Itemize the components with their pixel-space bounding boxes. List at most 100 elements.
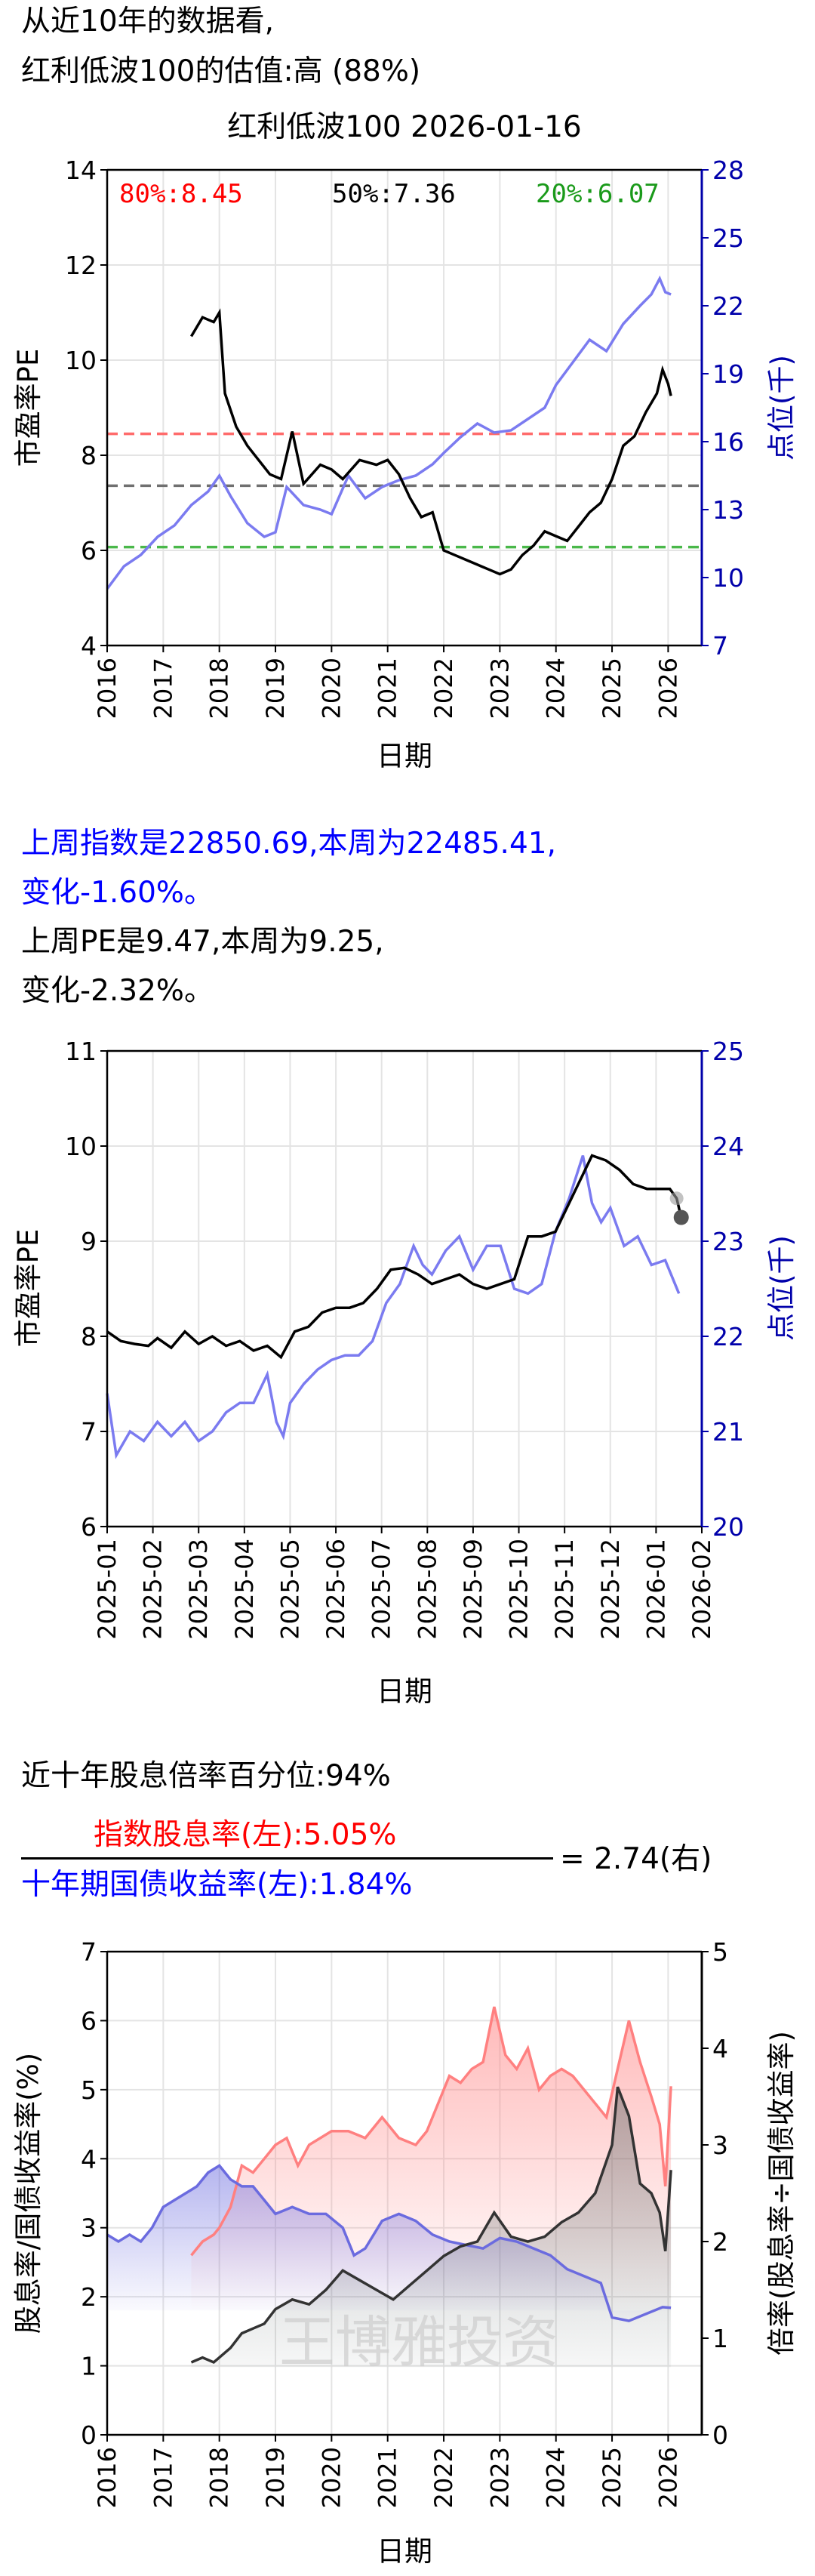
x-tick-label-3: 2025-04 [230, 1539, 259, 1640]
x-tick-label-6: 2025-07 [368, 1539, 396, 1640]
y-axis-label: 股息率/国债收益率(%) [12, 2053, 45, 2334]
y-tick-label-2: 8 [81, 441, 97, 470]
y-right-tick-label-1: 21 [712, 1417, 744, 1447]
y-tick-label-5: 11 [65, 1037, 97, 1066]
y-tick-label-4: 10 [65, 1132, 97, 1161]
y-right-axis-label: 点位(千) [765, 1235, 798, 1341]
y-right-tick-label-2: 2 [712, 2227, 728, 2257]
x-tick-label-2: 2018 [205, 658, 234, 719]
y-right-tick-label-4: 24 [712, 1132, 744, 1161]
x-tick-label-4: 2020 [317, 658, 346, 719]
x-tick-label-4: 2020 [317, 2447, 346, 2508]
x-tick-label-11: 2025-12 [596, 1539, 625, 1640]
percentile-label-2: 20%:6.07 [536, 179, 660, 209]
y-right-axis-label: 倍率(股息率÷国债收益率) [765, 2031, 798, 2356]
x-axis-label: 日期 [377, 2535, 432, 2568]
x-tick-label-9: 2025 [598, 658, 626, 719]
yield-ratio-percentile: 近十年股息倍率百分位:94% [21, 1759, 391, 1793]
y-tick-label-0: 4 [81, 631, 97, 661]
valuation-level: 红利低波100的估值:高 (88%) [21, 54, 421, 88]
x-tick-label-7: 2023 [485, 658, 514, 719]
y-tick-label-6: 6 [81, 2006, 97, 2035]
x-tick-label-8: 2024 [542, 2447, 570, 2508]
this-week-marker [673, 1209, 689, 1225]
x-tick-label-10: 2025-11 [550, 1539, 579, 1640]
y-tick-label-2: 8 [81, 1322, 97, 1351]
x-tick-label-5: 2025-06 [321, 1539, 350, 1640]
y-right-tick-label-3: 3 [712, 2131, 728, 2160]
percentile-label-1: 50%:7.36 [332, 179, 456, 209]
y-right-axis-label: 点位(千) [765, 355, 798, 461]
weekly-index-change-line1: 上周指数是22850.69,本周为22485.41, [21, 827, 556, 861]
y-axis-label: 市盈率PE [12, 1229, 45, 1348]
y-tick-label-0: 6 [81, 1512, 97, 1542]
x-tick-label-4: 2025-05 [275, 1539, 304, 1640]
y-tick-label-3: 10 [65, 346, 97, 375]
bond-yield-label: 十年期国债收益率(左):1.84% [21, 1868, 413, 1902]
y-tick-label-1: 7 [81, 1417, 97, 1447]
y-axis-label: 市盈率PE [12, 349, 45, 467]
x-tick-label-10: 2026 [654, 658, 682, 719]
watermark: 王博雅投资 [279, 2310, 558, 2375]
y-tick-label-1: 1 [81, 2352, 97, 2381]
x-tick-label-8: 2024 [542, 658, 570, 719]
yield-ratio-area [191, 2087, 672, 2368]
pe-index-chart-10y: 红利低波100 2026-01-16 80%:8.45 50%:7.36 20%:6.… [12, 110, 798, 772]
x-axis-label: 日期 [377, 740, 432, 772]
pe-index-chart-recent: 2025-01 2025-02 2025-03 2025-04 2025-05 2025-… [12, 1037, 798, 1708]
y-right-tick-label-7: 28 [712, 156, 744, 185]
y-tick-label-5: 5 [81, 2075, 97, 2105]
y-tick-label-3: 3 [81, 2214, 97, 2243]
x-tick-label-5: 2021 [374, 658, 402, 719]
yield-ratio-result: = 2.74(右) [560, 1842, 712, 1876]
index-line [106, 1155, 681, 1459]
pe-line [106, 1154, 683, 1360]
yield-ratio-line [190, 2086, 672, 2365]
weekly-pe-change-line1: 上周PE是9.47,本周为9.25, [21, 925, 384, 959]
x-tick-label-1: 2017 [149, 658, 177, 719]
y-right-tick-label-2: 13 [712, 495, 744, 525]
chart-title: 红利低波100 2026-01-16 [227, 110, 582, 144]
x-tick-label-0: 2016 [93, 658, 121, 719]
x-tick-label-0: 2025-01 [93, 1539, 121, 1640]
y-right-tick-label-0: 0 [712, 2420, 728, 2450]
plot-area-2 [107, 1051, 702, 1527]
fraction-bar [21, 1857, 553, 1860]
x-tick-label-3: 2019 [261, 2447, 290, 2508]
y-right-tick-label-2: 22 [712, 1322, 744, 1351]
y-tick-label-3: 9 [81, 1227, 97, 1256]
x-tick-label-13: 2026-02 [687, 1539, 716, 1640]
dividend-yield-line [190, 2006, 672, 2257]
x-tick-label-6: 2022 [429, 2447, 458, 2508]
x-tick-label-7: 2023 [485, 2447, 514, 2508]
plot-area-1 [107, 170, 702, 646]
x-tick-label-0: 2016 [93, 2447, 121, 2508]
y-right-tick-label-0: 20 [712, 1512, 744, 1542]
weekly-pe-change-line2: 变化-2.32%。 [21, 974, 214, 1008]
y-right-tick-label-5: 5 [712, 1937, 728, 1967]
y-tick-label-7: 7 [81, 1937, 97, 1967]
x-tick-label-6: 2022 [429, 658, 458, 719]
y-right-tick-label-3: 23 [712, 1227, 744, 1256]
x-tick-label-12: 2026-01 [641, 1539, 670, 1640]
x-tick-label-2: 2018 [205, 2447, 234, 2508]
x-tick-label-5: 2021 [374, 2447, 402, 2508]
y-right-tick-label-5: 25 [712, 1037, 744, 1066]
y-right-tick-label-6: 25 [712, 223, 744, 253]
percentile-label-0: 80%:8.45 [119, 179, 243, 209]
y-right-tick-label-3: 16 [712, 427, 744, 457]
y-tick-label-0: 0 [81, 2420, 97, 2450]
y-right-tick-label-4: 19 [712, 359, 744, 389]
dividend-yield-label: 指数股息率(左):5.05% [94, 1818, 397, 1852]
x-tick-label-1: 2017 [149, 2447, 177, 2508]
y-right-tick-label-1: 1 [712, 2324, 728, 2353]
y-right-tick-label-0: 7 [712, 631, 728, 661]
y-tick-label-1: 6 [81, 536, 97, 565]
x-tick-label-2: 2025-03 [184, 1539, 213, 1640]
valuation-intro: 从近10年的数据看, [21, 5, 275, 39]
x-tick-label-8: 2025-09 [459, 1539, 487, 1640]
y-right-tick-label-4: 4 [712, 2034, 728, 2063]
x-tick-label-7: 2025-08 [413, 1539, 441, 1640]
y-tick-label-4: 12 [65, 251, 97, 280]
